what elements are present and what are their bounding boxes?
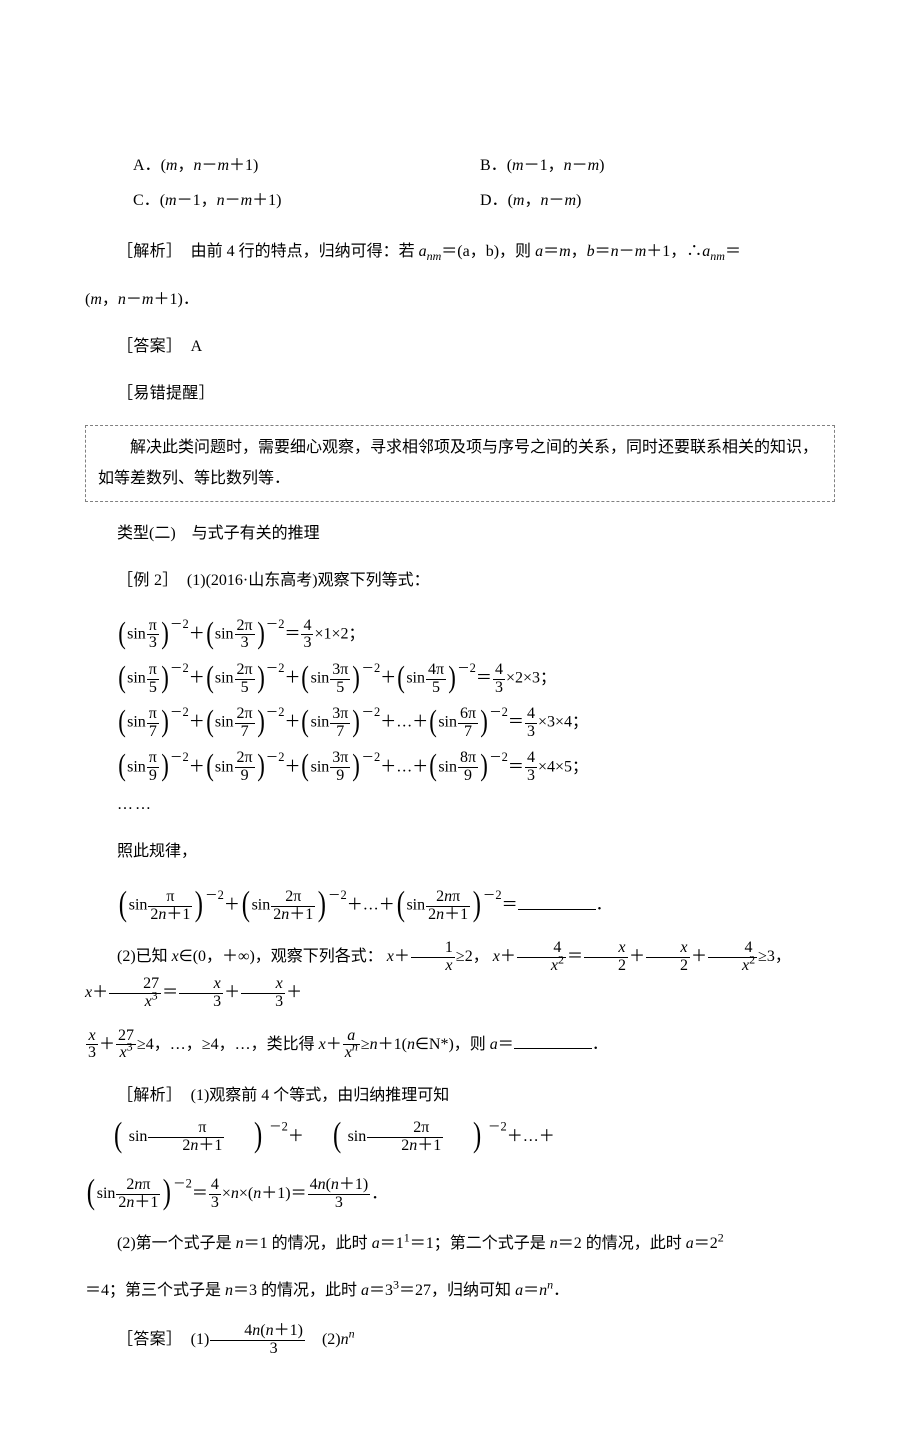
example-2-p2-cont: x3＋27x3≥4，…，≥4，…，类比得 x＋axn≥n＋1(n∈N*)，则 a…: [85, 1027, 835, 1063]
choice-D: D．(m，n－m): [480, 192, 581, 209]
identity-row-2: (sinπ5)－2＋(sin2π5)－2＋(sin3π5)－2＋(sin4π5)…: [85, 656, 835, 696]
analysis-2-p1: ［解析］ (1)观察前 4 个等式，由归纳推理可知 (sinπ2n＋1)－2＋(…: [85, 1078, 835, 1154]
answer-1: ［答案］ A: [85, 331, 835, 362]
choice-B: B．(m－1，n－m): [480, 157, 605, 174]
warning-label: ［易错提醒］: [85, 378, 835, 409]
example-2-p2: (2)已知 x∈(0，＋∞)，观察下列各式： x＋1x≥2， x＋4x2＝x2＋…: [85, 939, 835, 1010]
identity-row-4: (sinπ9)－2＋(sin2π9)－2＋(sin3π9)－2＋…＋(sin8π…: [85, 745, 835, 785]
analysis-2-p1-cont: (sin2nπ2n＋1)－2＝43×n×(n＋1)＝4n(n＋1)3．: [85, 1171, 835, 1212]
blank-2: [514, 1032, 592, 1048]
analysis-2-p2: (2)第一个式子是 n＝1 的情况，此时 a＝11＝1；第二个式子是 n＝2 的…: [85, 1228, 835, 1259]
choice-C: C．(m－1，n－m＋1): [133, 192, 282, 209]
identity-ellipsis: ……: [85, 789, 835, 820]
answer-2: ［答案］ (1)4n(n＋1)3 (2)nn: [85, 1322, 835, 1358]
warning-body: 解决此类问题时，需要细心观察，寻求相邻项及项与序号之间的关系，同时还要联系相关的…: [98, 432, 822, 494]
analysis-1-line2: (m，n－m＋1)．: [85, 284, 835, 315]
blank-1: [518, 894, 596, 910]
type-2-title: 类型(二) 与式子有关的推理: [85, 518, 835, 549]
choice-A: A．(m，n－m＋1): [133, 157, 258, 174]
identity-general: (sinπ2n＋1)－2＋(sin2π2n＋1)－2＋…＋(sin2nπ2n＋1…: [85, 883, 835, 923]
example-2-p1: ［例 2］ (1)(2016·山东高考)观察下列等式：: [85, 565, 835, 596]
identity-row-1: (sinπ3)－2＋(sin2π3)－2＝43×1×2；: [85, 612, 835, 652]
answer-choices-table: A．(m，n－m＋1) B．(m－1，n－m) C．(m－1，n－m＋1) D．…: [85, 150, 835, 220]
identity-row-3: (sinπ7)－2＋(sin2π7)－2＋(sin3π7)－2＋…＋(sin6π…: [85, 700, 835, 740]
follow-pattern: 照此规律，: [85, 836, 835, 867]
warning-callout: 解决此类问题时，需要细心观察，寻求相邻项及项与序号之间的关系，同时还要联系相关的…: [85, 425, 835, 501]
analysis-1: ［解析］ 由前 4 行的特点，归纳可得：若 anm＝(a，b)，则 a＝m，b＝…: [85, 236, 835, 267]
